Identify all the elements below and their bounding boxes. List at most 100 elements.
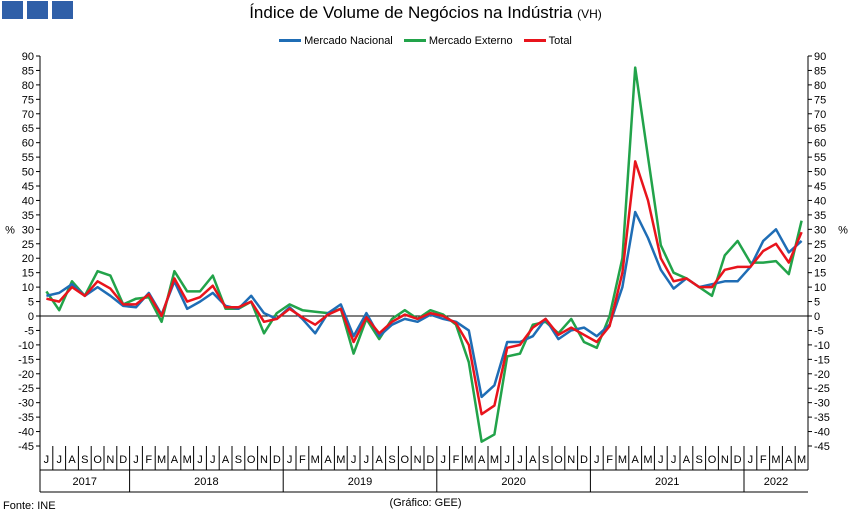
x-month-label: J: [197, 454, 203, 466]
x-year-label: 2019: [348, 476, 372, 488]
y-tick-label-left: -30: [18, 398, 34, 410]
x-month-label: D: [273, 454, 281, 466]
y-tick-label-left: -5: [24, 325, 34, 337]
x-month-label: N: [567, 454, 575, 466]
x-month-label: S: [235, 454, 242, 466]
x-month-label: O: [554, 454, 563, 466]
legend-item-mercado-externo: Mercado Externo: [403, 34, 513, 47]
x-month-label: M: [771, 454, 780, 466]
y-tick-label-right: -35: [814, 412, 830, 424]
logo: [2, 1, 73, 19]
y-tick-label-left: 60: [22, 138, 34, 150]
x-month-label: J: [671, 454, 677, 466]
x-month-label: S: [696, 454, 703, 466]
y-tick-label-left: 50: [22, 167, 34, 179]
x-month-label: F: [453, 454, 460, 466]
y-tick-label-right: 70: [814, 109, 826, 121]
x-month-label: F: [145, 454, 152, 466]
x-month-label: F: [760, 454, 767, 466]
x-month-label: A: [632, 454, 640, 466]
legend-label: Mercado Externo: [428, 34, 513, 47]
x-month-label: O: [93, 454, 102, 466]
y-tick-label-right: 15: [814, 268, 826, 280]
legend-label: Mercado Nacional: [304, 34, 393, 47]
y-tick-label-left: 90: [22, 51, 34, 63]
y-tick-label-left: -15: [18, 354, 34, 366]
y-tick-label-right: -20: [814, 369, 830, 381]
x-month-label: M: [797, 454, 806, 466]
x-month-label: J: [210, 454, 216, 466]
y-tick-label-right: 10: [814, 282, 826, 294]
y-tick-label-left: 55: [22, 152, 34, 164]
logo-block: [27, 1, 48, 19]
y-tick-label-left: -10: [18, 340, 34, 352]
source-note: Fonte: INE: [3, 500, 56, 512]
y-axis-title-left: %: [5, 224, 15, 236]
y-tick-label-right: 45: [814, 181, 826, 193]
y-tick-label-right: -40: [814, 427, 830, 439]
y-tick-label-left: -20: [18, 369, 34, 381]
y-tick-label-left: 35: [22, 210, 34, 222]
x-month-label: A: [785, 454, 793, 466]
x-month-label: N: [260, 454, 268, 466]
x-month-label: M: [157, 454, 166, 466]
legend-label: Total: [548, 34, 572, 47]
y-tick-label-right: 85: [814, 65, 826, 77]
y-tick-label-right: -30: [814, 398, 830, 410]
y-tick-label-right: -45: [814, 441, 830, 453]
x-month-label: J: [517, 454, 523, 466]
y-tick-label-right: 25: [814, 239, 826, 251]
x-month-label: J: [594, 454, 600, 466]
x-month-label: F: [299, 454, 306, 466]
legend-item-total: Total: [523, 34, 572, 47]
x-month-label: S: [542, 454, 549, 466]
y-tick-label-left: -45: [18, 441, 34, 453]
chart-subtitle: (VH): [577, 7, 602, 21]
logo-block: [2, 1, 23, 19]
x-year-label: 2018: [194, 476, 218, 488]
x-month-label: J: [504, 454, 510, 466]
x-month-label: F: [606, 454, 613, 466]
y-tick-label-right: 20: [814, 253, 826, 265]
y-tick-label-left: 15: [22, 268, 34, 280]
x-month-label: A: [683, 454, 691, 466]
legend-swatch: [523, 39, 546, 42]
y-tick-label-left: 70: [22, 109, 34, 121]
y-tick-label-left: -25: [18, 383, 34, 395]
series-line-mercado-nacional: [46, 210, 803, 399]
x-month-label: D: [734, 454, 742, 466]
x-month-label: A: [478, 454, 486, 466]
series-line-total: [46, 160, 803, 416]
y-tick-label-left: 65: [22, 123, 34, 135]
y-tick-label-left: 25: [22, 239, 34, 251]
x-year-label: 2020: [501, 476, 525, 488]
y-tick-label-left: 85: [22, 65, 34, 77]
y-tick-label-right: 40: [814, 195, 826, 207]
y-tick-label-left: 5: [28, 297, 34, 309]
logo-block: [52, 1, 73, 19]
x-month-label: D: [119, 454, 127, 466]
y-tick-label-right: 80: [814, 80, 826, 92]
x-month-label: N: [106, 454, 114, 466]
x-month-label: A: [68, 454, 76, 466]
legend-swatch: [279, 39, 302, 42]
x-month-label: M: [643, 454, 652, 466]
y-tick-label-left: 20: [22, 253, 34, 265]
legend: Mercado Nacional Mercado Externo Total: [0, 33, 851, 47]
x-month-label: J: [658, 454, 664, 466]
y-tick-label-right: 0: [814, 311, 820, 323]
x-month-label: J: [56, 454, 62, 466]
x-month-label: A: [529, 454, 537, 466]
x-year-label: 2021: [655, 476, 679, 488]
x-month-label: N: [414, 454, 422, 466]
x-month-label: M: [311, 454, 320, 466]
x-month-label: N: [721, 454, 729, 466]
x-month-label: D: [426, 454, 434, 466]
x-month-label: M: [464, 454, 473, 466]
y-tick-label-left: 30: [22, 224, 34, 236]
x-month-label: M: [183, 454, 192, 466]
x-month-label: J: [44, 454, 50, 466]
x-month-label: S: [81, 454, 88, 466]
x-month-label: A: [171, 454, 179, 466]
y-tick-label-left: 75: [22, 94, 34, 106]
